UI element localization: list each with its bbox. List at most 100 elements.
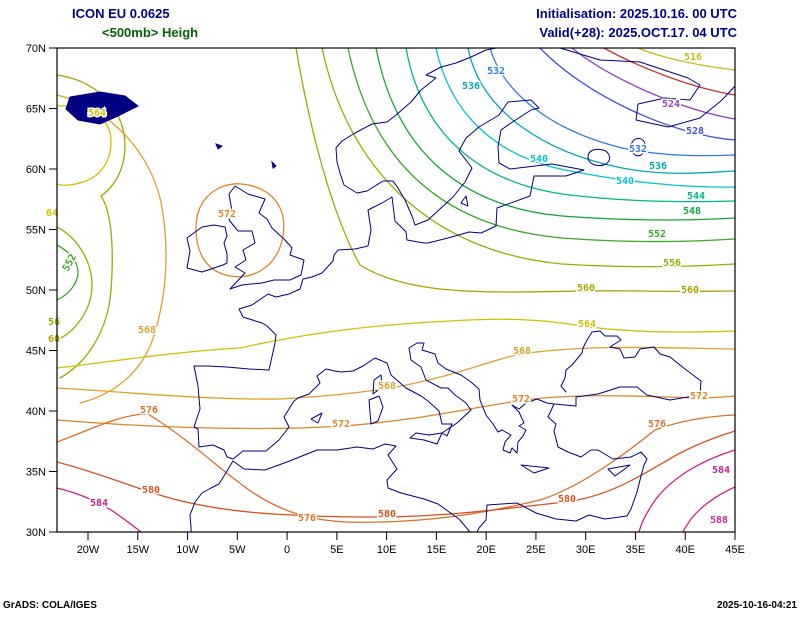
lon-label: 0 xyxy=(284,544,290,556)
lake-ladoga xyxy=(587,148,611,167)
longitude-axis: 20W 15W 10W 5W 0 5E 10E 15E 20E 25E 30E 35E 40E 45E xyxy=(77,532,745,556)
lat-label: 45N xyxy=(26,346,46,358)
lon-label: 15E xyxy=(427,544,447,556)
lon-label: 35E xyxy=(626,544,646,556)
contour-556-west xyxy=(56,226,93,341)
contour-572-south xyxy=(56,395,736,430)
contour-label-536: 536 xyxy=(462,81,480,92)
grads-credit: GrADS: COLA/IGES xyxy=(3,600,97,611)
contour-label-564: 64 xyxy=(46,208,58,219)
model-title: ICON EU 0.0625 xyxy=(72,6,170,21)
contour-556-east xyxy=(321,47,736,268)
contour-label-584: 584 xyxy=(90,498,108,509)
contour-label-588: 588 xyxy=(710,515,728,526)
contour-label-560: 60 xyxy=(48,334,60,345)
coastline-crete xyxy=(520,464,550,474)
contour-label-532: 532 xyxy=(629,144,647,155)
lat-label: 35N xyxy=(26,467,46,479)
contour-544 xyxy=(405,47,736,203)
lat-label: 70N xyxy=(26,43,46,55)
lon-label: 45E xyxy=(725,544,745,556)
contour-572-uk-loop xyxy=(195,183,285,278)
contour-label-572: 572 xyxy=(332,419,350,430)
contour-568-south xyxy=(56,346,736,400)
contour-label-580: 580 xyxy=(558,494,576,505)
init-time-label: Initialisation: 2025.10.16. 00 UTC xyxy=(536,6,737,21)
coastlines-layer xyxy=(65,47,736,533)
contour-588 xyxy=(682,486,736,533)
lake-onega xyxy=(630,137,646,157)
contour-label-580: 580 xyxy=(142,485,160,496)
coastline-mainland xyxy=(193,47,585,371)
lon-label: 30E xyxy=(576,544,596,556)
contour-540 xyxy=(435,47,736,188)
contour-label-560: 560 xyxy=(577,283,595,294)
lon-label: 10E xyxy=(377,544,397,556)
lon-label: 15W xyxy=(126,544,149,556)
contour-580 xyxy=(56,430,736,518)
contour-560-east xyxy=(295,47,736,293)
contour-lines-layer xyxy=(56,47,736,533)
field-title: <500mb> Heigh xyxy=(102,25,198,40)
lat-label: 40N xyxy=(26,406,46,418)
lat-label: 55N xyxy=(26,225,46,237)
coastline-shetland xyxy=(271,160,277,169)
contour-labels-layer: 5165245285325325365365405405445485525565… xyxy=(45,51,732,528)
contour-label-548: 548 xyxy=(683,206,701,217)
contour-576 xyxy=(56,413,736,523)
lon-label: 25E xyxy=(526,544,546,556)
contour-568-west xyxy=(56,94,167,404)
contour-552-east xyxy=(347,47,736,243)
contour-548 xyxy=(375,47,736,221)
contour-label-532: 532 xyxy=(487,66,505,77)
coastline-faroe xyxy=(215,143,224,150)
contour-label-556: 56 xyxy=(48,317,60,328)
coastline-corsica xyxy=(372,374,383,395)
coastline-mediterranean-north xyxy=(232,330,702,460)
contour-524 xyxy=(571,47,736,120)
contour-552-west xyxy=(56,244,79,301)
contour-528 xyxy=(539,47,736,141)
contour-584-southwest xyxy=(56,487,142,533)
contour-520 xyxy=(603,47,736,96)
contour-label-572: 572 xyxy=(690,391,708,402)
coastline-gotland xyxy=(460,195,469,207)
contour-label-540: 540 xyxy=(530,154,548,165)
coastline-iceland xyxy=(65,91,139,125)
contour-label-580: 580 xyxy=(378,509,396,520)
contour-label-572: 572 xyxy=(218,209,236,220)
coastline-kola-whitesea xyxy=(559,47,736,128)
contour-532 xyxy=(489,47,736,157)
contour-label-524: 524 xyxy=(662,99,680,110)
contour-label-536: 536 xyxy=(649,161,667,172)
lon-label: 20W xyxy=(77,544,100,556)
contour-label-544: 544 xyxy=(687,191,705,202)
lon-label: 40E xyxy=(675,544,695,556)
contour-536 xyxy=(467,47,736,174)
coastline-great-britain xyxy=(228,185,305,290)
contour-label-516: 516 xyxy=(684,52,702,63)
contour-label-576: 576 xyxy=(648,419,666,430)
contour-label-584: 584 xyxy=(712,465,730,476)
latitude-axis: 70N 65N 60N 55N 50N 45N 40N 35N 30N xyxy=(26,43,57,539)
coastline-turkey-levant-africa xyxy=(189,403,648,533)
contour-label-528: 528 xyxy=(686,126,704,137)
coastline-ireland xyxy=(186,224,228,273)
contour-584-southeast xyxy=(638,449,736,533)
contour-label-564: 564 xyxy=(578,319,596,330)
contour-label-568: 568 xyxy=(138,325,156,336)
contour-label-576: 576 xyxy=(140,405,158,416)
lon-label: 10W xyxy=(176,544,199,556)
valid-time-label: Valid(+28): 2025.OCT.17. 04 UTC xyxy=(539,25,737,40)
creation-timestamp: 2025-10-16-04:21 xyxy=(717,600,797,611)
contour-label-560: 560 xyxy=(681,285,699,296)
contour-516 xyxy=(637,47,736,71)
lat-label: 65N xyxy=(26,104,46,116)
contour-label-572: 572 xyxy=(512,394,530,405)
coastline-cyprus xyxy=(607,464,631,477)
lat-label: 60N xyxy=(26,164,46,176)
lon-label: 5E xyxy=(330,544,343,556)
lon-label: 5W xyxy=(229,544,246,556)
